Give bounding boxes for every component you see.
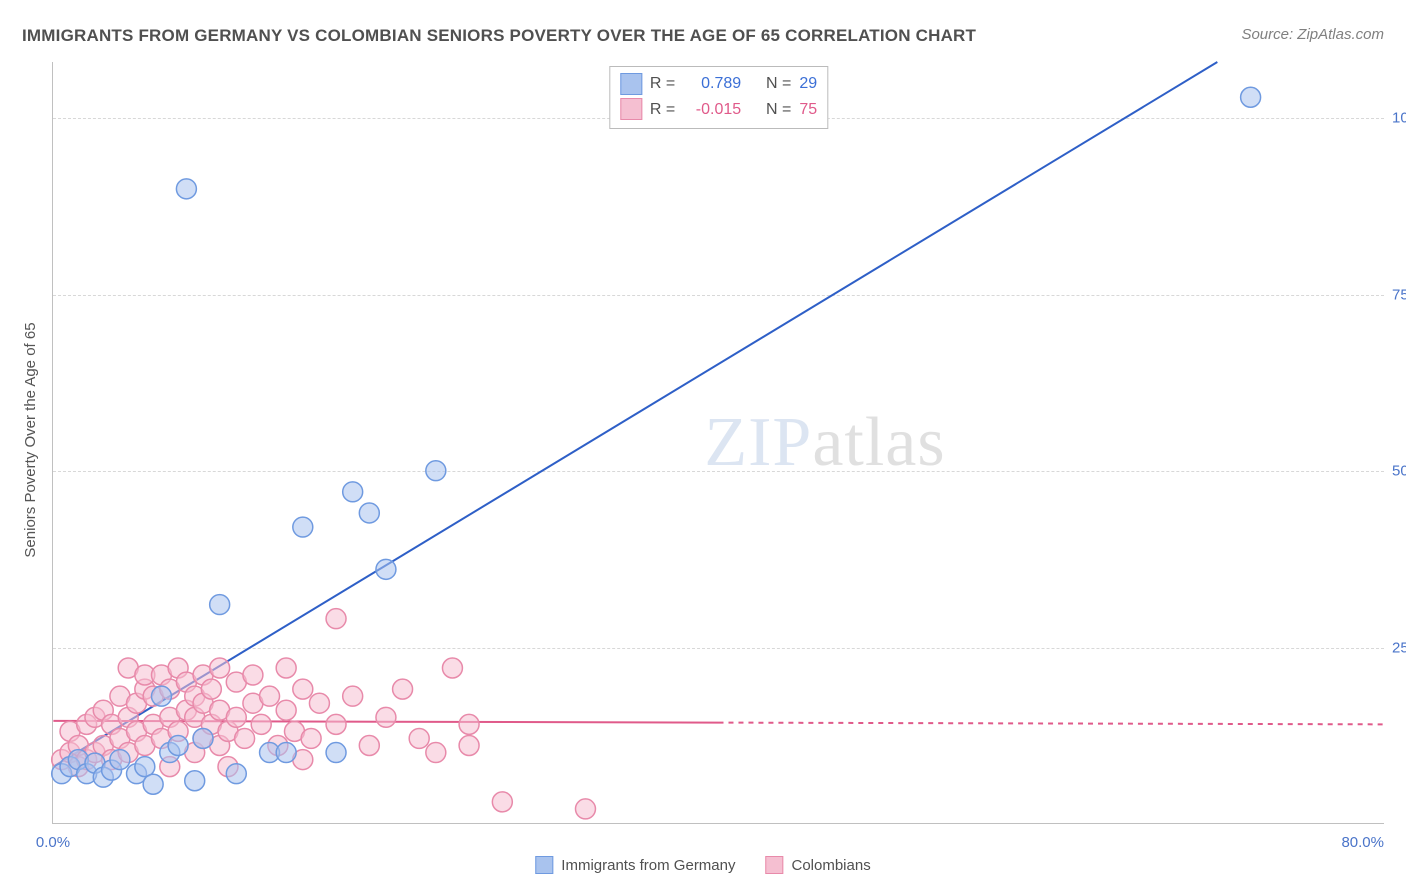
data-point bbox=[185, 771, 205, 791]
data-point bbox=[276, 743, 296, 763]
legend-r-value-pink: -0.015 bbox=[683, 97, 741, 123]
legend-r-prefix: R = bbox=[650, 97, 675, 123]
data-point bbox=[492, 792, 512, 812]
correlation-legend: R = 0.789 N = 29 R = -0.015 N = 75 bbox=[609, 66, 828, 129]
legend-r-prefix: R = bbox=[650, 71, 675, 97]
legend-n-value-pink: 75 bbox=[799, 97, 817, 123]
data-point bbox=[326, 743, 346, 763]
data-point bbox=[243, 665, 263, 685]
data-point bbox=[210, 595, 230, 615]
y-tick-label: 25.0% bbox=[1384, 639, 1406, 656]
legend-n-prefix: N = bbox=[766, 97, 791, 123]
data-point bbox=[442, 658, 462, 678]
data-point bbox=[293, 517, 313, 537]
data-point bbox=[359, 736, 379, 756]
source-attribution: Source: ZipAtlas.com bbox=[1241, 26, 1384, 43]
data-point bbox=[376, 707, 396, 727]
data-point bbox=[168, 736, 188, 756]
legend-item: Colombians bbox=[765, 856, 870, 874]
data-point bbox=[343, 686, 363, 706]
data-point bbox=[309, 693, 329, 713]
data-point bbox=[110, 750, 130, 770]
data-point bbox=[426, 743, 446, 763]
data-point bbox=[376, 559, 396, 579]
plot-area: 25.0%50.0%75.0%100.0% ZIPatlas R = 0.789… bbox=[52, 62, 1384, 824]
series-legend: Immigrants from Germany Colombians bbox=[535, 856, 870, 874]
y-axis-label: Seniors Poverty Over the Age of 65 bbox=[22, 322, 39, 557]
data-point bbox=[143, 774, 163, 794]
data-point bbox=[235, 728, 255, 748]
data-point bbox=[326, 714, 346, 734]
legend-item: Immigrants from Germany bbox=[535, 856, 735, 874]
legend-row-blue: R = 0.789 N = 29 bbox=[620, 71, 817, 97]
data-point bbox=[459, 736, 479, 756]
data-point bbox=[409, 728, 429, 748]
data-point bbox=[426, 461, 446, 481]
data-point bbox=[151, 686, 171, 706]
data-point bbox=[251, 714, 271, 734]
data-point bbox=[575, 799, 595, 819]
data-point bbox=[210, 658, 230, 678]
legend-swatch-blue bbox=[620, 73, 642, 95]
y-tick-label: 75.0% bbox=[1384, 286, 1406, 303]
data-point bbox=[193, 728, 213, 748]
data-point bbox=[201, 679, 221, 699]
regression-line-pink-dashed bbox=[719, 723, 1384, 725]
data-point bbox=[301, 728, 321, 748]
legend-swatch bbox=[765, 856, 783, 874]
x-tick-right: 80.0% bbox=[1341, 834, 1384, 851]
data-point bbox=[359, 503, 379, 523]
legend-n-prefix: N = bbox=[766, 71, 791, 97]
data-point bbox=[326, 609, 346, 629]
data-point bbox=[343, 482, 363, 502]
legend-swatch-pink bbox=[620, 98, 642, 120]
legend-row-pink: R = -0.015 N = 75 bbox=[620, 97, 817, 123]
data-point bbox=[393, 679, 413, 699]
legend-label: Colombians bbox=[791, 857, 870, 874]
legend-label: Immigrants from Germany bbox=[561, 857, 735, 874]
regression-line-blue bbox=[53, 62, 1217, 767]
data-point bbox=[226, 764, 246, 784]
data-point bbox=[276, 658, 296, 678]
y-tick-label: 100.0% bbox=[1384, 110, 1406, 127]
data-point bbox=[1241, 87, 1261, 107]
legend-r-value-blue: 0.789 bbox=[683, 71, 741, 97]
data-point bbox=[176, 179, 196, 199]
data-point bbox=[226, 707, 246, 727]
data-point bbox=[459, 714, 479, 734]
x-tick-left: 0.0% bbox=[36, 834, 70, 851]
chart-title: IMMIGRANTS FROM GERMANY VS COLOMBIAN SEN… bbox=[22, 26, 976, 46]
y-tick-label: 50.0% bbox=[1384, 463, 1406, 480]
legend-n-value-blue: 29 bbox=[799, 71, 817, 97]
data-point bbox=[260, 686, 280, 706]
data-point bbox=[276, 700, 296, 720]
legend-swatch bbox=[535, 856, 553, 874]
chart-svg bbox=[53, 62, 1384, 823]
data-point bbox=[293, 679, 313, 699]
